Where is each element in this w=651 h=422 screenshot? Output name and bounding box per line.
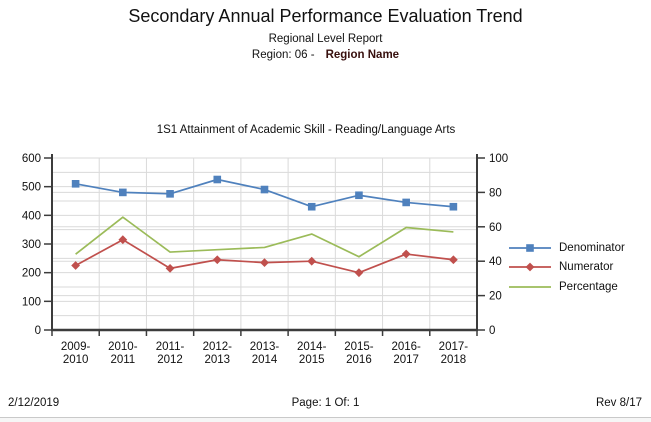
page-bottom-strip: [0, 418, 651, 422]
region-name: Region Name: [325, 49, 400, 61]
legend-swatch-diamond-line: [509, 262, 551, 272]
page-footer: 2/12/2019 Page: 1 Of: 1 Rev 8/17: [0, 397, 651, 413]
right-axis-tick-label: 0: [489, 325, 495, 337]
data-point-marker: [307, 256, 317, 266]
right-axis-tick-label: 20: [489, 291, 502, 303]
legend-item-numerator: Numerator: [508, 258, 625, 278]
data-point-marker: [354, 268, 364, 278]
series-denominator: [71, 175, 458, 211]
data-point-marker: [118, 235, 128, 245]
footer-revision: Rev 8/17: [595, 397, 642, 409]
chart-legend: Denominator Numerator Percentage: [508, 238, 625, 297]
data-point-marker: [71, 180, 80, 188]
right-axis-tick-label: 80: [489, 187, 502, 199]
series-line: [75, 216, 454, 258]
x-axis-category-label: 2014-2015: [297, 341, 327, 366]
page-title: Secondary Annual Performance Evaluation …: [128, 6, 523, 26]
series-numerator: [71, 235, 458, 278]
legend-label: Numerator: [559, 261, 614, 274]
x-axis-category-label: 2009-2010: [61, 341, 91, 366]
data-point-marker: [260, 258, 269, 268]
data-point-marker: [166, 190, 174, 198]
data-point-marker: [165, 263, 175, 273]
legend-item-percentage: Percentage: [508, 277, 625, 297]
x-axis-category-label: 2012-2013: [203, 341, 233, 366]
region-label: Region: 06 -: [251, 49, 315, 61]
series-line: [75, 238, 454, 274]
data-point-marker: [71, 261, 81, 270]
left-axis-tick-label: 400: [22, 210, 41, 222]
left-axis-tick-label: 200: [22, 268, 41, 280]
right-axis-tick-label: 60: [489, 222, 502, 234]
x-axis-category-label: 2015-2016: [344, 341, 374, 366]
x-axis-category-label: 2011-2012: [156, 341, 185, 366]
chart-title: 1S1 Attainment of Academic Skill - Readi…: [156, 124, 456, 136]
legend-label: Denominator: [559, 241, 625, 254]
data-point-marker: [119, 188, 127, 197]
data-point-marker: [449, 202, 458, 211]
legend-label: Percentage: [559, 280, 618, 293]
trend-line-chart: 0 100 200 300 400 500 600 0 20 40 60 80 100 2009-2010…: [22, 153, 508, 366]
right-axis-tick-label: 100: [489, 153, 508, 165]
data-point-marker: [401, 249, 411, 259]
left-axis-tick-label: 0: [35, 325, 41, 337]
chart-axes: [44, 154, 485, 336]
legend-swatch-square-line: [509, 243, 551, 252]
data-point-marker: [212, 255, 222, 265]
x-axis-category-label: 2013-2014: [250, 341, 280, 366]
legend-swatch-none-line: [509, 285, 551, 288]
report-subtitle: Regional Level Report: [268, 33, 383, 45]
data-point-marker: [307, 202, 316, 211]
left-axis-tick-label: 600: [22, 153, 41, 165]
right-axis-tick-label: 40: [489, 256, 502, 268]
data-point-marker: [260, 185, 269, 194]
left-axis-tick-label: 100: [22, 296, 41, 308]
series-percentage: [75, 216, 454, 258]
footer-date: 2/12/2019: [8, 397, 60, 409]
x-axis-category-label: 2016-2017: [391, 341, 421, 366]
data-point-marker: [213, 175, 222, 184]
x-axis-category-label: 2017-2018: [439, 341, 469, 366]
data-point-marker: [402, 198, 410, 207]
data-point-marker: [448, 255, 458, 265]
left-axis-tick-label: 500: [22, 182, 41, 194]
footer-page-number: Page: 1 Of: 1: [291, 397, 360, 409]
axis-tick-labels: 0 100 200 300 400 500 600 0 20 40 60 80 100 2009-2010…: [22, 153, 508, 366]
page-bottom-divider: [0, 417, 651, 418]
left-axis-tick-label: 300: [22, 239, 41, 251]
region-line: Region: 06 - Region Name: [0, 49, 651, 61]
x-axis-category-label: 2010-2011: [108, 341, 138, 366]
legend-item-denominator: Denominator: [508, 238, 625, 258]
data-point-marker: [355, 191, 363, 200]
